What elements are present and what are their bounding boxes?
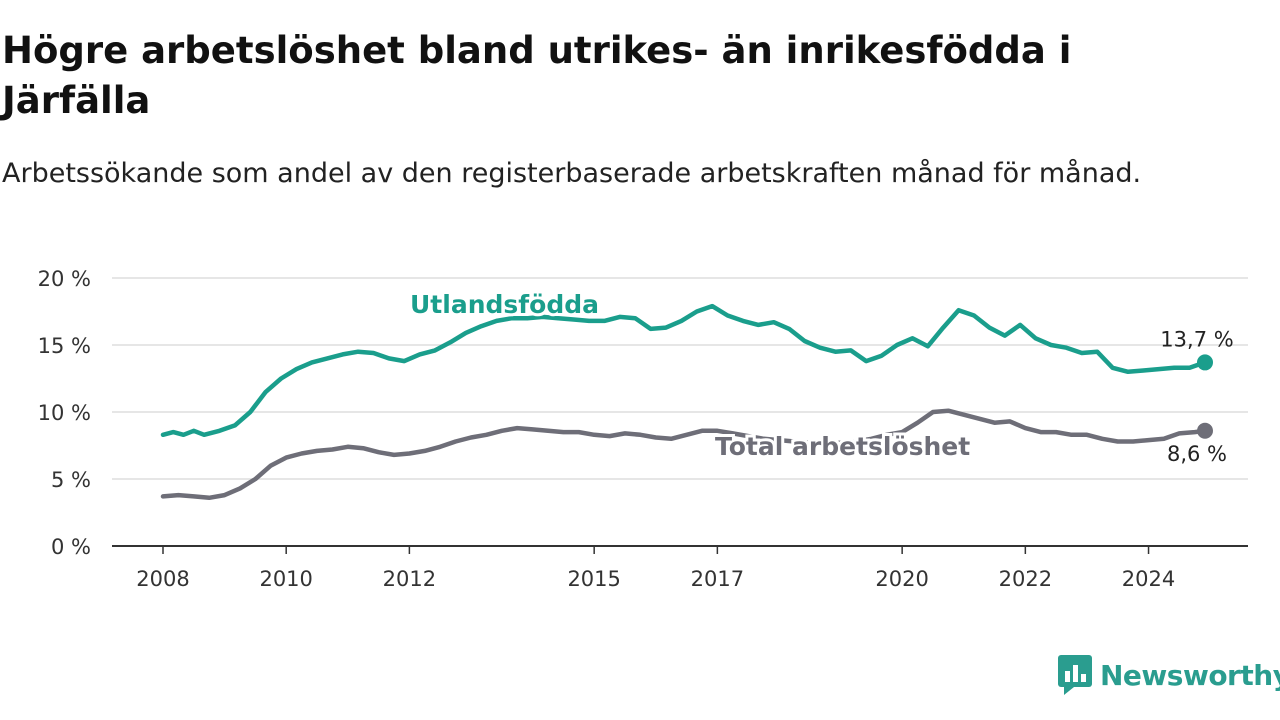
- x-tick-label: 2008: [136, 567, 189, 591]
- x-tick-label: 2010: [259, 567, 312, 591]
- series-label-utlandsfodda: Utlandsfödda: [410, 290, 599, 319]
- x-tick-label: 2017: [691, 567, 744, 591]
- y-tick-label: 20 %: [38, 267, 91, 291]
- chart-subtitle: Arbetssökande som andel av den registerb…: [2, 158, 1142, 189]
- x-tick-label: 2024: [1122, 567, 1175, 591]
- brand-logo: Newsworthy: [1058, 655, 1280, 695]
- bar-chart-chat-icon: [1058, 655, 1092, 695]
- x-tick-label: 2012: [383, 567, 436, 591]
- chart-title: Högre arbetslöshet bland utrikes- än inr…: [2, 29, 1072, 122]
- y-tick-label: 5 %: [51, 468, 91, 492]
- x-tick-label: 2015: [567, 567, 620, 591]
- end-dot-utlandsfodda: [1197, 354, 1213, 371]
- brand-name: Newsworthy: [1100, 658, 1280, 692]
- series-line-total: [160, 408, 1208, 501]
- y-tick-label: 10 %: [38, 401, 91, 425]
- y-tick-label: 15 %: [38, 334, 91, 358]
- y-tick-label: 0 %: [51, 535, 91, 559]
- series-label-total: Total arbetslöshet: [715, 432, 970, 461]
- end-label-utlandsfodda: 13,7 %: [1160, 327, 1233, 351]
- x-tick-label: 2022: [999, 567, 1052, 591]
- series-line-utlandsfodda: [160, 303, 1208, 438]
- x-tick-label: 2020: [875, 567, 928, 591]
- end-label-total: 8,6 %: [1167, 442, 1227, 466]
- end-dot-total: [1197, 422, 1213, 439]
